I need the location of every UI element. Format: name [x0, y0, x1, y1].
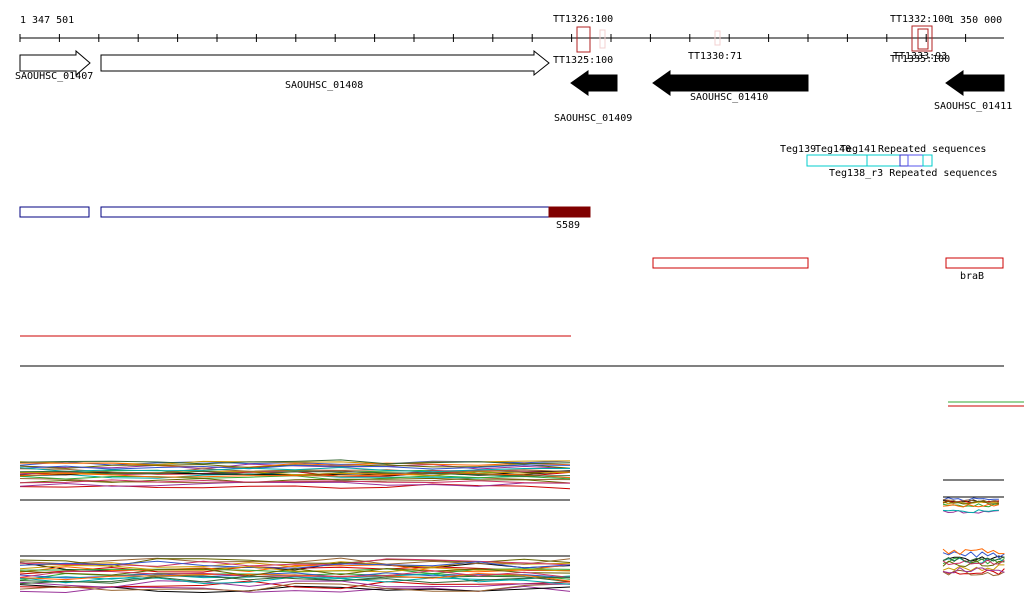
- ruler-track: 1 347 501 1 350 000: [19, 15, 1004, 42]
- profile-line: [19, 479, 571, 484]
- terminator-label: TT1332:100: [890, 14, 950, 25]
- terminator-label: TT1335:100: [890, 54, 950, 65]
- profile-line: [942, 555, 1005, 562]
- gene-arrow[interactable]: [19, 49, 91, 77]
- profile-line: [19, 464, 571, 470]
- ruler-end-label: 1 350 000: [948, 15, 1002, 26]
- profile-line: [19, 470, 571, 477]
- profile-line: [942, 559, 1005, 566]
- gene-track: SAOUHSC_01407 SAOUHSC_01408 SAOUHSC_0140…: [15, 49, 1012, 124]
- gene-label: SAOUHSC_01408: [285, 80, 363, 91]
- profile-line: [942, 500, 999, 505]
- profile-line: [19, 557, 571, 565]
- feature-box[interactable]: [652, 257, 809, 269]
- profile-line: [942, 497, 999, 502]
- operon-box-highlight[interactable]: [548, 206, 591, 218]
- feature-label: braB: [960, 271, 984, 282]
- feature-box[interactable]: [945, 257, 1004, 269]
- expression-track: [19, 459, 1005, 594]
- terminator-marker[interactable]: [911, 25, 933, 52]
- profile-line: [942, 569, 1005, 577]
- profile-line: [19, 567, 571, 577]
- profile-line: [19, 481, 571, 487]
- terminator-marker[interactable]: [917, 28, 929, 50]
- profile-line: [942, 509, 999, 514]
- terminator-label: TT1330:71: [688, 51, 742, 62]
- profile-line: [942, 556, 1005, 563]
- operon-track: S589: [19, 206, 591, 231]
- gene-arrow[interactable]: [100, 49, 550, 77]
- profile-line: [942, 551, 1005, 559]
- terminator-track: TT1326:100 TT1325:100 TT1330:71 TT1332:1…: [553, 14, 950, 66]
- profile-line: [19, 580, 571, 588]
- profile-line: [942, 564, 1005, 572]
- profile-line: [19, 459, 571, 465]
- gene-label: SAOUHSC_01410: [690, 92, 768, 103]
- profile-line: [19, 582, 571, 592]
- repeat-label: Teg139: [780, 144, 816, 155]
- profile-line: [19, 568, 571, 575]
- profile-line: [19, 466, 570, 473]
- terminator-marker[interactable]: [576, 26, 591, 53]
- repeat-label: Teg138_r3 Repeated sequences: [829, 168, 998, 179]
- profile-line: [942, 499, 1000, 504]
- repeat-box[interactable]: [907, 154, 924, 167]
- profile-line: [19, 580, 571, 590]
- terminator-marker[interactable]: [599, 29, 606, 49]
- profile-line: [19, 576, 571, 585]
- repeat-box[interactable]: [866, 154, 901, 167]
- gene-label: SAOUHSC_01407: [15, 71, 93, 82]
- profile-line: [19, 472, 571, 479]
- repeat-label: Teg141: [840, 144, 876, 155]
- profile-line: [19, 575, 571, 585]
- terminator-label: TT1333:93: [893, 51, 947, 62]
- profile-line: [942, 566, 1005, 574]
- feature-track: braB: [652, 257, 1004, 282]
- operon-box[interactable]: [100, 206, 550, 218]
- profile-line: [942, 548, 1005, 556]
- repeat-box[interactable]: [806, 154, 868, 167]
- terminator-marker[interactable]: [714, 30, 721, 46]
- gene-label: SAOUHSC_01409: [554, 113, 632, 124]
- repeat-box[interactable]: [922, 154, 933, 167]
- gene-label: SAOUHSC_01411: [934, 101, 1012, 112]
- gene-arrow[interactable]: [570, 70, 589, 96]
- operon-label: S589: [556, 220, 580, 231]
- profile-line: [19, 462, 571, 468]
- profile-line: [19, 572, 571, 582]
- repeat-label: Teg140: [815, 144, 851, 155]
- profile-line: [19, 477, 571, 484]
- profile-line: [19, 570, 571, 578]
- profile-line: [942, 503, 1000, 508]
- operon-box[interactable]: [19, 206, 90, 218]
- repeats-track: Teg139 Teg140 Teg141 Repeated sequences …: [780, 144, 998, 179]
- profile-line: [19, 564, 571, 573]
- profile-line: [19, 483, 571, 490]
- ruler-start-label: 1 347 501: [20, 15, 74, 26]
- profile-line: [19, 564, 571, 573]
- repeat-box[interactable]: [899, 154, 909, 167]
- gene-arrow[interactable]: [945, 70, 1005, 96]
- terminator-label: TT1325:100: [553, 55, 613, 66]
- terminator-label: TT1326:100: [553, 14, 613, 25]
- gene-arrow[interactable]: [652, 70, 809, 96]
- repeat-label: Repeated sequences: [878, 144, 986, 155]
